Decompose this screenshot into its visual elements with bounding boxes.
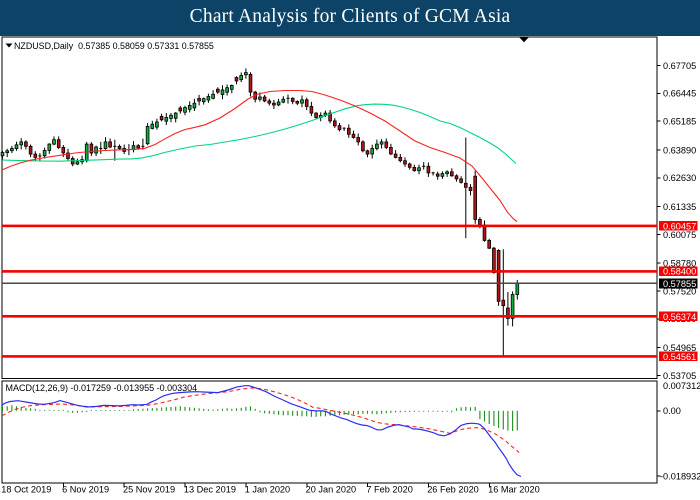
svg-text:0.56374: 0.56374 [663, 312, 696, 322]
svg-text:NZDUSD,Daily 0.57385 0.58059: NZDUSD,Daily 0.57385 0.58059 0.57331 0.5… [14, 41, 214, 51]
svg-text:25 Nov 2019: 25 Nov 2019 [123, 485, 175, 495]
svg-text:0.60457: 0.60457 [663, 221, 696, 231]
svg-text:18 Oct 2019: 18 Oct 2019 [1, 485, 51, 495]
svg-text:0.60075: 0.60075 [663, 230, 696, 240]
svg-text:7 Feb 2020: 7 Feb 2020 [366, 485, 413, 495]
svg-text:0.62630: 0.62630 [663, 173, 696, 183]
svg-text:-0.018932: -0.018932 [660, 472, 700, 482]
svg-text:0.63890: 0.63890 [663, 145, 696, 155]
svg-text:0.66445: 0.66445 [663, 89, 696, 99]
svg-text:13 Dec 2019: 13 Dec 2019 [184, 485, 236, 495]
svg-text:0.61335: 0.61335 [663, 202, 696, 212]
svg-text:0.007312: 0.007312 [663, 381, 700, 391]
svg-text:0.53705: 0.53705 [663, 371, 696, 381]
svg-text:26 Feb 2020: 26 Feb 2020 [427, 485, 479, 495]
svg-text:0.58780: 0.58780 [663, 258, 696, 268]
svg-text:0.65185: 0.65185 [663, 117, 696, 127]
svg-text:20 Jan 2020: 20 Jan 2020 [306, 485, 357, 495]
svg-text:0.67705: 0.67705 [663, 61, 696, 71]
svg-text:16 Mar 2020: 16 Mar 2020 [488, 485, 540, 495]
svg-text:0.58400: 0.58400 [663, 267, 696, 277]
svg-text:MACD(12,26,9) -0.017259 -0.013: MACD(12,26,9) -0.017259 -0.013955 -0.003… [6, 383, 198, 393]
svg-text:0.54561: 0.54561 [663, 352, 696, 362]
svg-text:0.57855: 0.57855 [663, 279, 696, 289]
svg-text:0.00: 0.00 [663, 406, 681, 416]
svg-text:1 Jan 2020: 1 Jan 2020 [245, 485, 290, 495]
svg-text:0.54965: 0.54965 [663, 343, 696, 353]
svg-text:6 Nov 2019: 6 Nov 2019 [62, 485, 109, 495]
svg-text:0.57520: 0.57520 [663, 286, 696, 296]
